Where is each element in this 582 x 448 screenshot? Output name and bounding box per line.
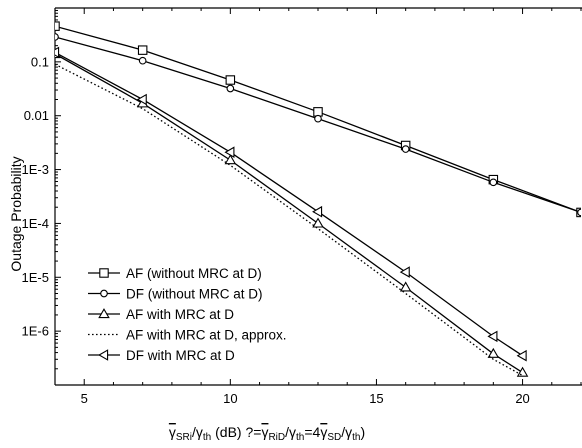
series-5 bbox=[55, 46, 527, 362]
y-tick-label: 1E-3 bbox=[22, 162, 49, 177]
x-axis-label-part: SRi bbox=[176, 432, 192, 443]
data-point bbox=[225, 75, 236, 85]
data-point bbox=[55, 46, 60, 59]
series-4 bbox=[55, 63, 523, 377]
data-point bbox=[399, 281, 412, 292]
legend-entry-1: AF (without MRC at D) bbox=[88, 266, 262, 281]
data-point bbox=[312, 205, 323, 218]
legend-label: AF (without MRC at D) bbox=[126, 266, 262, 281]
data-point bbox=[312, 217, 324, 228]
x-axis-label-part: th bbox=[296, 432, 304, 443]
legend-marker bbox=[100, 289, 108, 298]
x-tick-label: 20 bbox=[515, 391, 529, 406]
x-tick-label: 15 bbox=[369, 391, 383, 406]
data-point bbox=[489, 178, 498, 187]
y-tick-label: 1E-6 bbox=[22, 324, 49, 339]
legend-entry-3: AF with MRC at D bbox=[88, 307, 234, 322]
data-point bbox=[55, 21, 60, 31]
x-tick-label: 10 bbox=[223, 391, 237, 406]
series-2 bbox=[55, 33, 581, 217]
legend-label: DF with MRC at D bbox=[126, 348, 235, 363]
axes: 5 10 15 20 1E-6 1E-5 1E-4 1E-3 0.01 0.1 bbox=[22, 7, 582, 406]
x-axis-label-part: ) bbox=[360, 424, 365, 440]
legend-marker bbox=[98, 349, 109, 361]
legend-label: AF with MRC at D bbox=[126, 307, 234, 322]
y-tick-label: 1E-4 bbox=[22, 216, 49, 231]
x-axis-label-part: /γ bbox=[192, 424, 203, 440]
legend-label: AF with MRC at D, approx. bbox=[126, 328, 287, 343]
legend-marker bbox=[98, 308, 110, 319]
x-tick-label: 5 bbox=[81, 391, 88, 406]
legend-entry-4: AF with MRC at D, approx. bbox=[88, 328, 287, 343]
x-axis-label-part: SD bbox=[327, 432, 341, 443]
y-axis-label: Outage Probability bbox=[8, 156, 24, 271]
data-point bbox=[314, 114, 322, 123]
x-axis-label-part: γ bbox=[261, 424, 268, 440]
y-tick-label: 0.01 bbox=[24, 108, 49, 123]
x-axis-label-part: γ bbox=[320, 424, 327, 440]
x-axis-label-part: (dB) ?= bbox=[211, 424, 261, 440]
x-axis-label-part: th bbox=[352, 432, 360, 443]
data-point bbox=[487, 347, 500, 358]
x-axis-label-part: th bbox=[203, 432, 211, 443]
y-tick-label: 1E-5 bbox=[22, 270, 49, 285]
data-point bbox=[399, 266, 410, 278]
x-axis-label-part: =4 bbox=[304, 424, 320, 440]
series-line bbox=[55, 63, 523, 377]
legend-marker bbox=[99, 268, 109, 278]
x-axis-label: γSRi/γth (dB) ?=γRiD/γth=4γSD/γth) bbox=[169, 424, 365, 443]
data-point bbox=[401, 145, 410, 153]
data-point bbox=[516, 366, 529, 377]
legend: AF (without MRC at D) DF (without MRC at … bbox=[88, 266, 287, 363]
data-point bbox=[137, 45, 148, 55]
data-point bbox=[577, 208, 581, 217]
y-tick-label: 0.1 bbox=[31, 54, 49, 69]
series-3 bbox=[55, 48, 529, 377]
data-point bbox=[516, 349, 527, 362]
series-group bbox=[55, 21, 581, 377]
data-point bbox=[55, 33, 59, 41]
x-axis-label-part: RiD bbox=[268, 432, 285, 443]
legend-entry-2: DF (without MRC at D) bbox=[88, 287, 263, 302]
data-point bbox=[487, 330, 498, 343]
x-axis-label-part: /γ bbox=[341, 424, 352, 440]
x-axis-label-part: γ bbox=[169, 424, 176, 440]
series-line bbox=[55, 36, 581, 214]
data-point bbox=[224, 154, 237, 165]
data-point bbox=[136, 93, 147, 106]
data-point bbox=[226, 84, 235, 93]
x-axis-label-part: /γ bbox=[285, 424, 296, 440]
legend-entry-5: DF with MRC at D bbox=[88, 348, 235, 363]
legend-label: DF (without MRC at D) bbox=[126, 287, 263, 302]
data-point bbox=[313, 107, 323, 117]
data-point bbox=[138, 56, 147, 65]
data-point bbox=[224, 146, 235, 158]
